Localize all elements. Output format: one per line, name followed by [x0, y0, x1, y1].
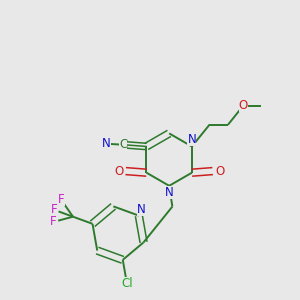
Text: N: N: [102, 137, 111, 150]
Text: C: C: [119, 138, 127, 152]
Text: N: N: [137, 203, 146, 216]
Text: O: O: [239, 99, 248, 112]
Text: N: N: [188, 133, 196, 146]
Text: F: F: [50, 215, 56, 229]
Text: Cl: Cl: [122, 278, 134, 290]
Text: F: F: [58, 194, 64, 206]
Text: O: O: [215, 165, 224, 178]
Text: N: N: [165, 186, 174, 199]
Text: F: F: [50, 203, 57, 216]
Text: O: O: [114, 165, 123, 178]
